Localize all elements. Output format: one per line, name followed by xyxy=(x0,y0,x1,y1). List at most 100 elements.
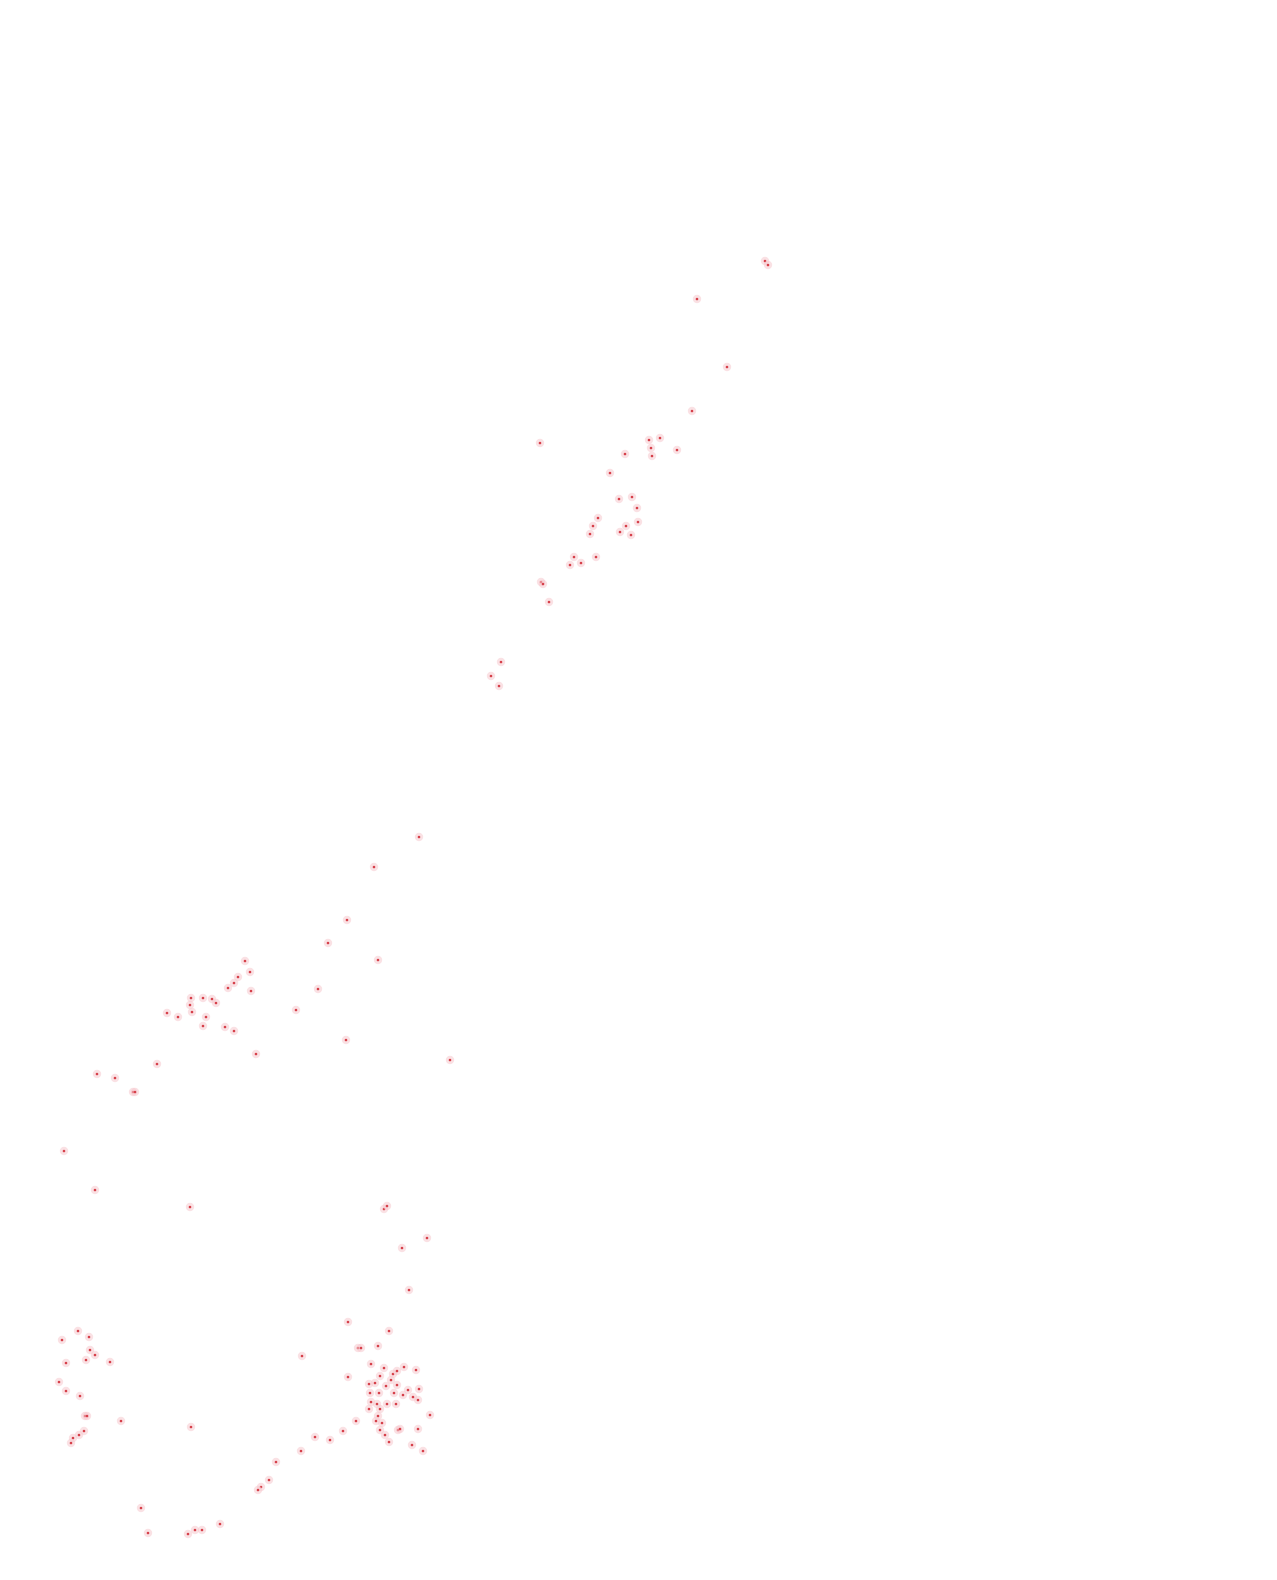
location-marker[interactable] xyxy=(763,260,773,270)
location-marker[interactable] xyxy=(591,552,601,562)
location-marker[interactable] xyxy=(296,1446,306,1456)
location-marker[interactable] xyxy=(633,517,643,527)
location-marker[interactable] xyxy=(246,986,256,996)
location-marker[interactable] xyxy=(384,1326,394,1336)
location-marker[interactable] xyxy=(627,492,637,502)
location-marker[interactable] xyxy=(365,1388,375,1398)
location-marker[interactable] xyxy=(73,1326,83,1336)
location-marker[interactable] xyxy=(605,468,615,478)
location-marker[interactable] xyxy=(143,1528,153,1538)
location-marker[interactable] xyxy=(381,1381,391,1391)
location-marker[interactable] xyxy=(647,451,657,461)
location-marker[interactable] xyxy=(297,1351,307,1361)
location-marker[interactable] xyxy=(373,1341,383,1351)
location-marker[interactable] xyxy=(384,1437,394,1447)
location-marker[interactable] xyxy=(310,1432,320,1442)
location-marker[interactable] xyxy=(615,527,625,537)
location-marker[interactable] xyxy=(84,1332,94,1342)
location-marker[interactable] xyxy=(722,362,732,372)
location-marker[interactable] xyxy=(264,1475,274,1485)
location-marker[interactable] xyxy=(110,1073,120,1083)
location-marker[interactable] xyxy=(186,993,196,1003)
location-marker[interactable] xyxy=(382,1201,392,1211)
location-marker[interactable] xyxy=(486,671,496,681)
location-marker[interactable] xyxy=(183,1529,193,1539)
location-marker[interactable] xyxy=(395,1424,405,1434)
location-marker[interactable] xyxy=(173,1012,183,1022)
location-marker[interactable] xyxy=(116,1416,126,1426)
location-marker[interactable] xyxy=(75,1391,85,1401)
location-marker[interactable] xyxy=(198,993,208,1003)
location-marker[interactable] xyxy=(379,1363,389,1373)
location-marker[interactable] xyxy=(323,938,333,948)
location-marker[interactable] xyxy=(632,503,642,513)
location-marker[interactable] xyxy=(253,1485,263,1495)
location-marker[interactable] xyxy=(61,1386,71,1396)
location-marker[interactable] xyxy=(82,1411,92,1421)
location-marker[interactable] xyxy=(392,1366,402,1376)
location-marker[interactable] xyxy=(356,1343,366,1353)
location-marker[interactable] xyxy=(418,1446,428,1456)
location-marker[interactable] xyxy=(382,1399,392,1409)
location-marker[interactable] xyxy=(201,1012,211,1022)
location-marker[interactable] xyxy=(187,1007,197,1017)
location-marker[interactable] xyxy=(90,1350,100,1360)
location-marker[interactable] xyxy=(593,513,603,523)
location-marker[interactable] xyxy=(370,1378,380,1388)
location-marker[interactable] xyxy=(535,438,545,448)
location-marker[interactable] xyxy=(325,1435,335,1445)
location-marker[interactable] xyxy=(569,552,579,562)
location-marker[interactable] xyxy=(404,1285,414,1295)
location-marker[interactable] xyxy=(377,1418,387,1428)
location-marker[interactable] xyxy=(233,972,243,982)
location-marker[interactable] xyxy=(576,558,586,568)
location-marker[interactable] xyxy=(105,1357,115,1367)
location-marker[interactable] xyxy=(136,1503,146,1513)
location-marker[interactable] xyxy=(313,984,323,994)
location-marker[interactable] xyxy=(215,1519,225,1529)
location-marker[interactable] xyxy=(373,955,383,965)
location-marker[interactable] xyxy=(342,915,352,925)
location-marker[interactable] xyxy=(251,1049,261,1059)
location-marker[interactable] xyxy=(413,1424,423,1434)
location-marker[interactable] xyxy=(185,1000,195,1010)
location-marker[interactable] xyxy=(588,521,598,531)
location-marker[interactable] xyxy=(343,1372,353,1382)
location-marker[interactable] xyxy=(538,579,548,589)
location-marker[interactable] xyxy=(223,983,233,993)
location-marker[interactable] xyxy=(389,1388,399,1398)
location-marker[interactable] xyxy=(380,1430,390,1440)
location-marker[interactable] xyxy=(198,1021,208,1031)
location-marker[interactable] xyxy=(422,1233,432,1243)
location-marker[interactable] xyxy=(687,406,697,416)
location-marker[interactable] xyxy=(375,1371,385,1381)
location-marker[interactable] xyxy=(425,1410,435,1420)
location-marker[interactable] xyxy=(190,1525,200,1535)
location-marker[interactable] xyxy=(646,443,656,453)
location-marker[interactable] xyxy=(621,521,631,531)
location-marker[interactable] xyxy=(544,597,554,607)
location-marker[interactable] xyxy=(614,494,624,504)
location-marker[interactable] xyxy=(364,1404,374,1414)
location-marker[interactable] xyxy=(61,1358,71,1368)
location-marker[interactable] xyxy=(391,1399,401,1409)
location-marker[interactable] xyxy=(338,1426,348,1436)
location-marker[interactable] xyxy=(386,1375,396,1385)
location-marker[interactable] xyxy=(369,862,379,872)
location-marker[interactable] xyxy=(54,1377,64,1387)
location-marker[interactable] xyxy=(411,1365,421,1375)
location-marker[interactable] xyxy=(90,1185,100,1195)
location-marker[interactable] xyxy=(59,1146,69,1156)
location-marker[interactable] xyxy=(644,435,654,445)
location-marker[interactable] xyxy=(245,967,255,977)
location-marker[interactable] xyxy=(291,1005,301,1015)
location-marker[interactable] xyxy=(413,1395,423,1405)
location-marker[interactable] xyxy=(626,530,636,540)
location-marker[interactable] xyxy=(407,1440,417,1450)
location-marker[interactable] xyxy=(398,1390,408,1400)
location-marker[interactable] xyxy=(229,978,239,988)
location-marker[interactable] xyxy=(351,1416,361,1426)
location-marker[interactable] xyxy=(185,1202,195,1212)
location-marker[interactable] xyxy=(397,1243,407,1253)
